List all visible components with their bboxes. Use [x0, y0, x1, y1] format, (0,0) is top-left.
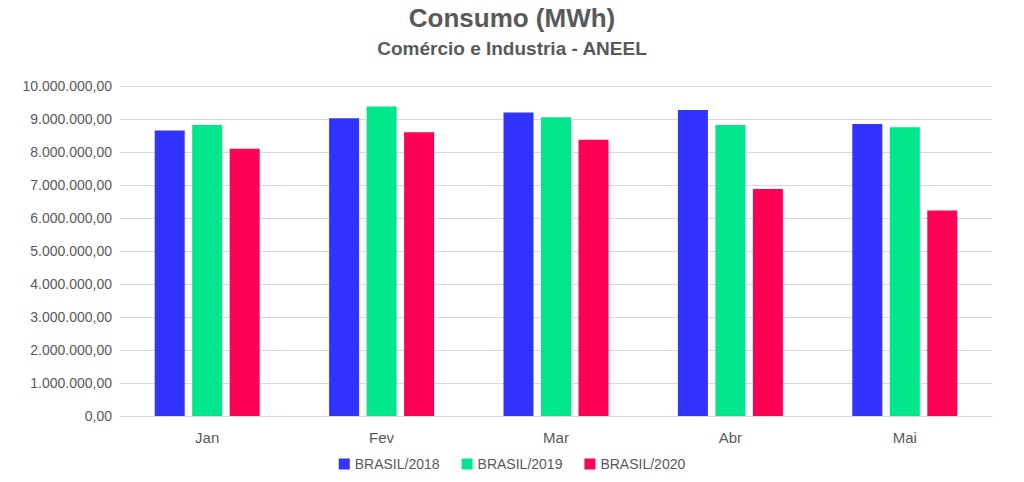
svg-text:BRASIL/2019: BRASIL/2019	[478, 456, 563, 472]
svg-text:6.000.000,00: 6.000.000,00	[30, 210, 112, 226]
svg-text:Consumo (MWh): Consumo (MWh)	[409, 3, 616, 33]
svg-text:Mai: Mai	[893, 429, 917, 446]
svg-text:Abr: Abr	[719, 429, 742, 446]
svg-text:9.000.000,00: 9.000.000,00	[30, 111, 112, 127]
svg-text:0,00: 0,00	[85, 408, 112, 424]
svg-text:Jan: Jan	[195, 429, 219, 446]
svg-text:Fev: Fev	[369, 429, 395, 446]
svg-text:BRASIL/2020: BRASIL/2020	[600, 456, 685, 472]
svg-text:Mar: Mar	[543, 429, 569, 446]
svg-text:1.000.000,00: 1.000.000,00	[30, 375, 112, 391]
svg-text:Comércio e Industria - ANEEL: Comércio e Industria - ANEEL	[377, 38, 647, 59]
svg-text:3.000.000,00: 3.000.000,00	[30, 309, 112, 325]
svg-text:10.000.000,00: 10.000.000,00	[22, 78, 112, 94]
svg-text:5.000.000,00: 5.000.000,00	[30, 243, 112, 259]
svg-text:4.000.000,00: 4.000.000,00	[30, 276, 112, 292]
svg-text:8.000.000,00: 8.000.000,00	[30, 144, 112, 160]
svg-text:BRASIL/2018: BRASIL/2018	[355, 456, 440, 472]
svg-text:2.000.000,00: 2.000.000,00	[30, 342, 112, 358]
svg-text:7.000.000,00: 7.000.000,00	[30, 177, 112, 193]
